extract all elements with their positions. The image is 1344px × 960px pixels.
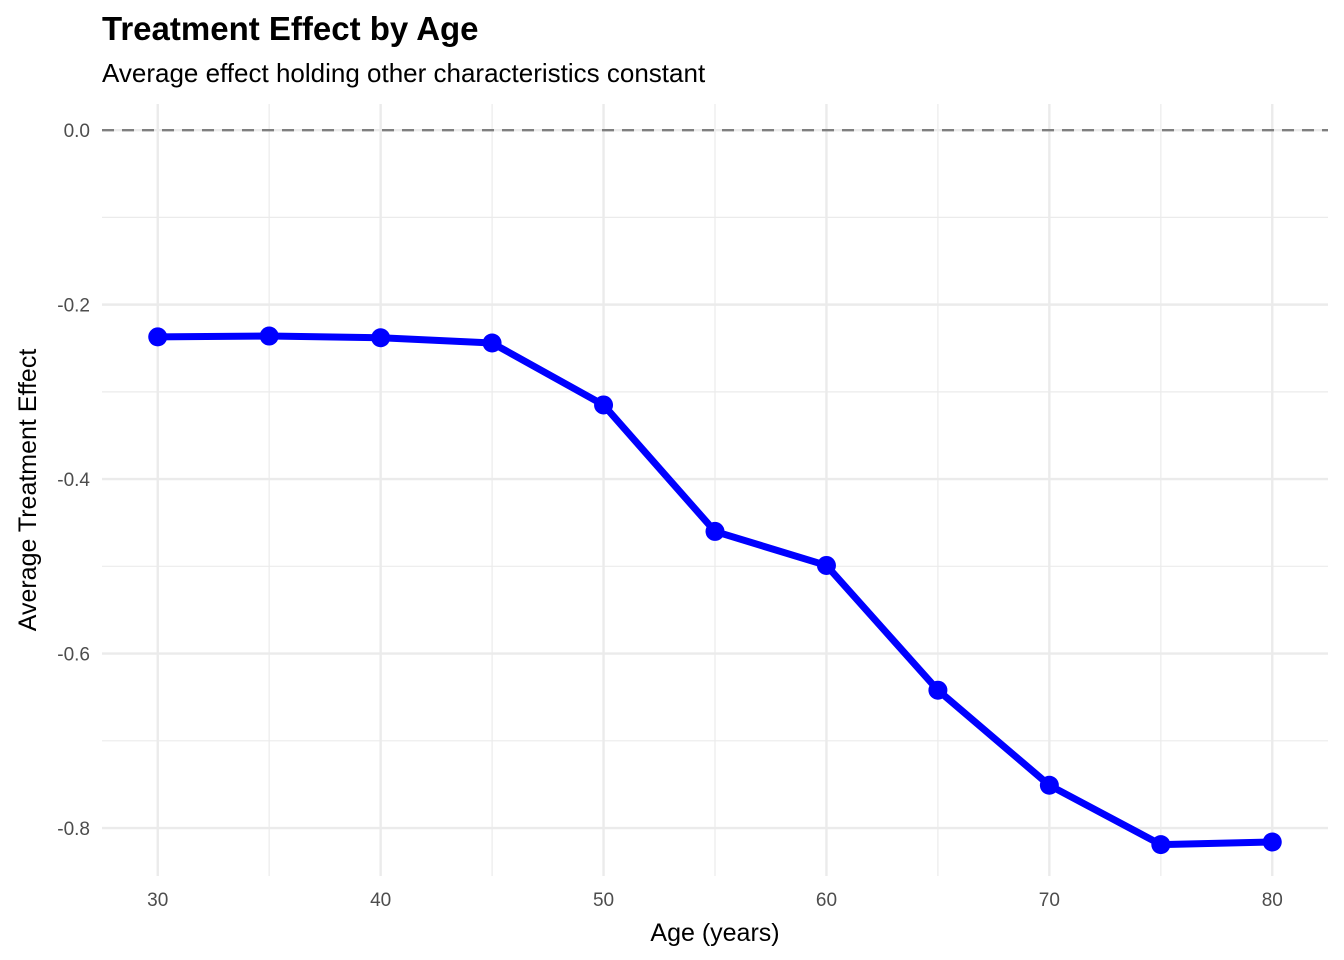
y-tick-label: -0.4: [57, 470, 90, 491]
chart-title: Treatment Effect by Age: [102, 10, 479, 47]
data-point: [928, 680, 948, 700]
y-tick-label: -0.8: [57, 819, 90, 840]
y-tick-label: -0.6: [57, 645, 90, 666]
x-tick-label: 70: [1039, 890, 1060, 911]
x-tick-label: 30: [147, 890, 168, 911]
data-point: [1151, 835, 1171, 855]
y-tick-label: 0.0: [64, 121, 90, 142]
x-tick-label: 40: [370, 890, 391, 911]
data-point: [259, 326, 279, 346]
y-tick-label: -0.2: [57, 296, 90, 317]
x-tick-label: 50: [593, 890, 614, 911]
series-group: [148, 326, 1282, 855]
x-axis-label: Age (years): [650, 919, 779, 947]
grid-lines: [102, 104, 1328, 876]
y-axis-label: Average Treatment Effect: [14, 349, 42, 632]
data-point: [816, 555, 836, 575]
data-point: [148, 327, 168, 347]
chart-subtitle: Average effect holding other characteris…: [102, 58, 706, 88]
data-point: [705, 521, 725, 541]
data-point: [1262, 832, 1282, 852]
data-point: [371, 328, 391, 348]
x-tick-label: 80: [1262, 890, 1283, 911]
data-point: [1039, 775, 1059, 795]
y-axis-ticks: 0.0 -0.2 -0.4 -0.6 -0.8: [57, 121, 90, 840]
data-point: [482, 333, 502, 353]
data-point: [594, 395, 614, 415]
x-axis-ticks: 30 40 50 60 70 80: [147, 890, 1283, 911]
x-tick-label: 60: [816, 890, 837, 911]
